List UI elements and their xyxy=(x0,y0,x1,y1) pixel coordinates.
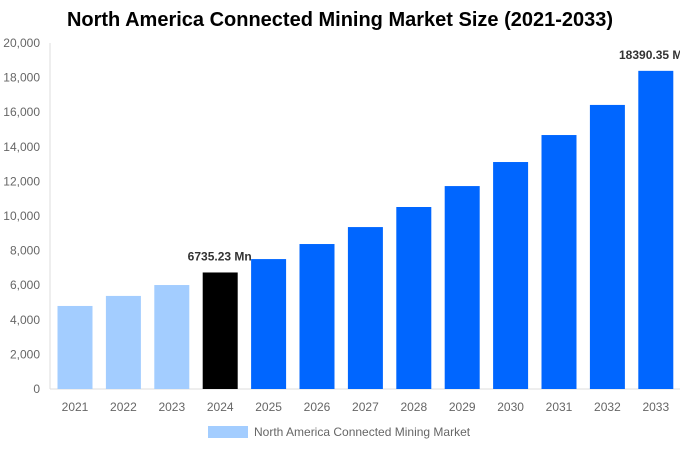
y-tick-label: 18,000 xyxy=(3,71,40,85)
bar-2033 xyxy=(638,70,674,389)
x-tick-label: 2021 xyxy=(62,400,89,414)
x-tick-label: 2032 xyxy=(594,400,621,414)
x-tick-label: 2030 xyxy=(497,400,524,414)
y-tick-label: 10,000 xyxy=(3,209,40,223)
x-tick-label: 2026 xyxy=(304,400,331,414)
bar-2030 xyxy=(493,162,529,389)
x-tick-label: 2024 xyxy=(207,400,234,414)
x-tick-label: 2029 xyxy=(449,400,476,414)
bar-2027 xyxy=(347,227,383,389)
bar-2025 xyxy=(251,259,287,389)
x-tick-label: 2023 xyxy=(158,400,185,414)
y-tick-label: 4,000 xyxy=(10,313,40,327)
bar-2029 xyxy=(444,186,480,389)
x-tick-label: 2033 xyxy=(642,400,669,414)
y-tick-label: 2,000 xyxy=(10,347,40,361)
y-tick-label: 12,000 xyxy=(3,174,40,188)
bar-2023 xyxy=(154,285,190,389)
bar-2022 xyxy=(105,295,141,389)
bar-2021 xyxy=(57,305,93,389)
bar-2026 xyxy=(299,244,335,389)
data-label: 6735.23 Mn xyxy=(188,249,252,263)
x-tick-label: 2031 xyxy=(546,400,573,414)
y-tick-label: 0 xyxy=(33,382,40,396)
legend-swatch xyxy=(208,426,248,438)
bar-2028 xyxy=(396,207,432,389)
bar-2031 xyxy=(541,135,577,389)
x-tick-label: 2022 xyxy=(110,400,137,414)
bar-2032 xyxy=(589,104,625,390)
y-tick-label: 8,000 xyxy=(10,244,40,258)
y-tick-label: 20,000 xyxy=(3,36,40,50)
y-tick-label: 6,000 xyxy=(10,278,40,292)
bar-2024 xyxy=(202,272,238,389)
x-tick-label: 2028 xyxy=(400,400,427,414)
data-label: 18390.35 Mn xyxy=(619,48,680,62)
y-tick-label: 16,000 xyxy=(3,105,40,119)
chart-title: North America Connected Mining Market Si… xyxy=(66,9,614,31)
x-tick-label: 2025 xyxy=(255,400,282,414)
x-tick-label: 2027 xyxy=(352,400,379,414)
legend: North America Connected Mining Market xyxy=(208,425,470,439)
y-tick-label: 14,000 xyxy=(3,140,40,154)
legend-label: North America Connected Mining Market xyxy=(254,425,471,439)
